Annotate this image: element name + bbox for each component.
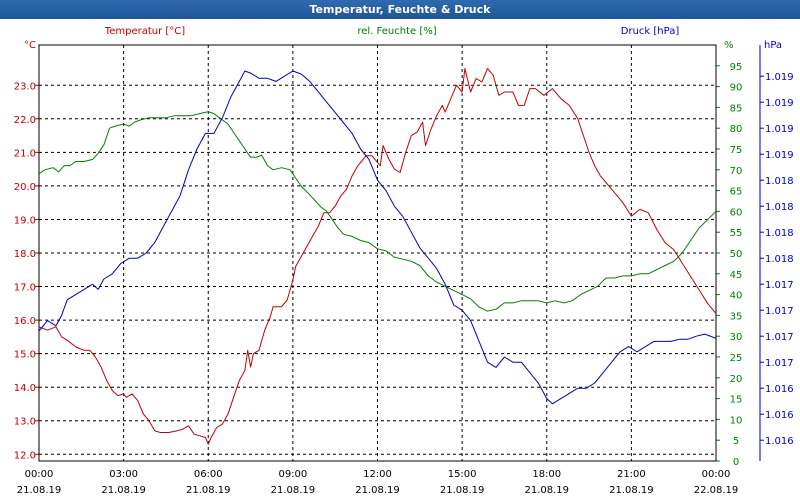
- series-group: [38, 68, 717, 445]
- pressure-tick-label: 1.018: [765, 176, 794, 187]
- humidity-tick-label: 35: [730, 311, 743, 322]
- pressure-tick-label: 1.019: [765, 72, 794, 83]
- climate-chart: °C Temperatur [°C] rel. Feuchte [%] Druc…: [14, 26, 794, 496]
- x-tick-date-label: 22.08.19: [694, 485, 739, 496]
- humidity-tick-label: 70: [730, 166, 743, 177]
- temperature-tick-label: 17.0: [14, 283, 36, 294]
- temperature-tick-label: 23.0: [14, 81, 36, 92]
- humidity-tick-label: 0: [733, 457, 739, 468]
- tick-labels: 00:00 21.08.19 03:00 21.08.19 06:00 21.08.19 0…: [14, 62, 794, 496]
- temperature-axis-title: Temperatur [°C]: [104, 26, 185, 37]
- pressure-tick-label: 1.017: [765, 332, 794, 343]
- humidity-tick-label: 75: [730, 145, 743, 156]
- humidity-unit-label: %: [724, 40, 734, 51]
- humidity-tick-label: 30: [730, 332, 743, 343]
- pressure-tick-label: 1.017: [765, 306, 794, 317]
- temperature-tick-label: 22.0: [14, 115, 36, 126]
- humidity-tick-label: 40: [730, 291, 743, 302]
- pressure-tick-label: 1.017: [765, 280, 794, 291]
- x-tick-date-label: 21.08.19: [609, 485, 654, 496]
- humidity-tick-label: 65: [730, 187, 743, 198]
- temperature-tick-label: 19.0: [14, 215, 36, 226]
- x-tick-time-label: 00:00: [25, 469, 54, 480]
- humidity-tick-label: 15: [730, 395, 743, 406]
- x-tick-date-label: 21.08.19: [101, 485, 146, 496]
- humidity-series-line: [38, 111, 717, 312]
- x-tick-time-label: 09:00: [278, 469, 307, 480]
- humidity-tick-label: 80: [730, 124, 743, 135]
- x-tick-time-label: 15:00: [448, 469, 477, 480]
- humidity-tick-label: 55: [730, 228, 743, 239]
- pressure-axis-title: Druck [hPa]: [621, 26, 680, 37]
- x-tick-date-label: 21.08.19: [440, 485, 485, 496]
- pressure-tick-label: 1.016: [765, 384, 794, 395]
- humidity-tick-label: 95: [730, 62, 743, 73]
- x-tick-time-label: 06:00: [194, 469, 223, 480]
- humidity-tick-label: 85: [730, 103, 743, 114]
- humidity-tick-label: 5: [733, 436, 739, 447]
- temperature-tick-label: 13.0: [14, 417, 36, 428]
- grid-lines: [35, 45, 764, 462]
- temperature-tick-label: 18.0: [14, 249, 36, 260]
- plot-frame: [38, 44, 717, 462]
- pressure-tick-label: 1.017: [765, 358, 794, 369]
- pressure-tick-label: 1.019: [765, 124, 794, 135]
- x-tick-time-label: 21:00: [617, 469, 646, 480]
- humidity-tick-label: 25: [730, 353, 743, 364]
- humidity-tick-label: 20: [730, 374, 743, 385]
- pressure-tick-label: 1.016: [765, 436, 794, 447]
- x-tick-date-label: 21.08.19: [271, 485, 316, 496]
- window-title: Temperatur, Feuchte & Druck: [0, 0, 800, 19]
- pressure-tick-label: 1.019: [765, 150, 794, 161]
- temperature-tick-label: 14.0: [14, 383, 36, 394]
- pressure-tick-label: 1.019: [765, 98, 794, 109]
- humidity-tick-label: 10: [730, 415, 743, 426]
- humidity-tick-label: 60: [730, 207, 743, 218]
- x-tick-time-label: 03:00: [109, 469, 138, 480]
- humidity-tick-label: 45: [730, 270, 743, 281]
- pressure-tick-label: 1.018: [765, 228, 794, 239]
- temperature-tick-label: 15.0: [14, 350, 36, 361]
- x-tick-time-label: 18:00: [532, 469, 561, 480]
- temperature-unit-label: °C: [24, 40, 36, 51]
- x-tick-date-label: 21.08.19: [186, 485, 231, 496]
- humidity-axis-title: rel. Feuchte [%]: [357, 26, 436, 37]
- pressure-tick-label: 1.016: [765, 410, 794, 421]
- pressure-tick-label: 1.018: [765, 254, 794, 265]
- temperature-tick-label: 21.0: [14, 148, 36, 159]
- pressure-series-line: [38, 70, 717, 405]
- temperature-tick-label: 20.0: [14, 182, 36, 193]
- x-tick-date-label: 21.08.19: [355, 485, 400, 496]
- temperature-series-line: [38, 68, 717, 445]
- x-tick-time-label: 00:00: [702, 469, 731, 480]
- humidity-tick-label: 90: [730, 83, 743, 94]
- x-tick-date-label: 21.08.19: [17, 485, 62, 496]
- humidity-tick-label: 50: [730, 249, 743, 260]
- temperature-tick-label: 16.0: [14, 316, 36, 327]
- pressure-tick-label: 1.018: [765, 202, 794, 213]
- pressure-unit-label: hPa: [764, 40, 782, 51]
- temperature-tick-label: 12.0: [14, 450, 36, 461]
- x-tick-date-label: 21.08.19: [524, 485, 569, 496]
- x-tick-time-label: 12:00: [363, 469, 392, 480]
